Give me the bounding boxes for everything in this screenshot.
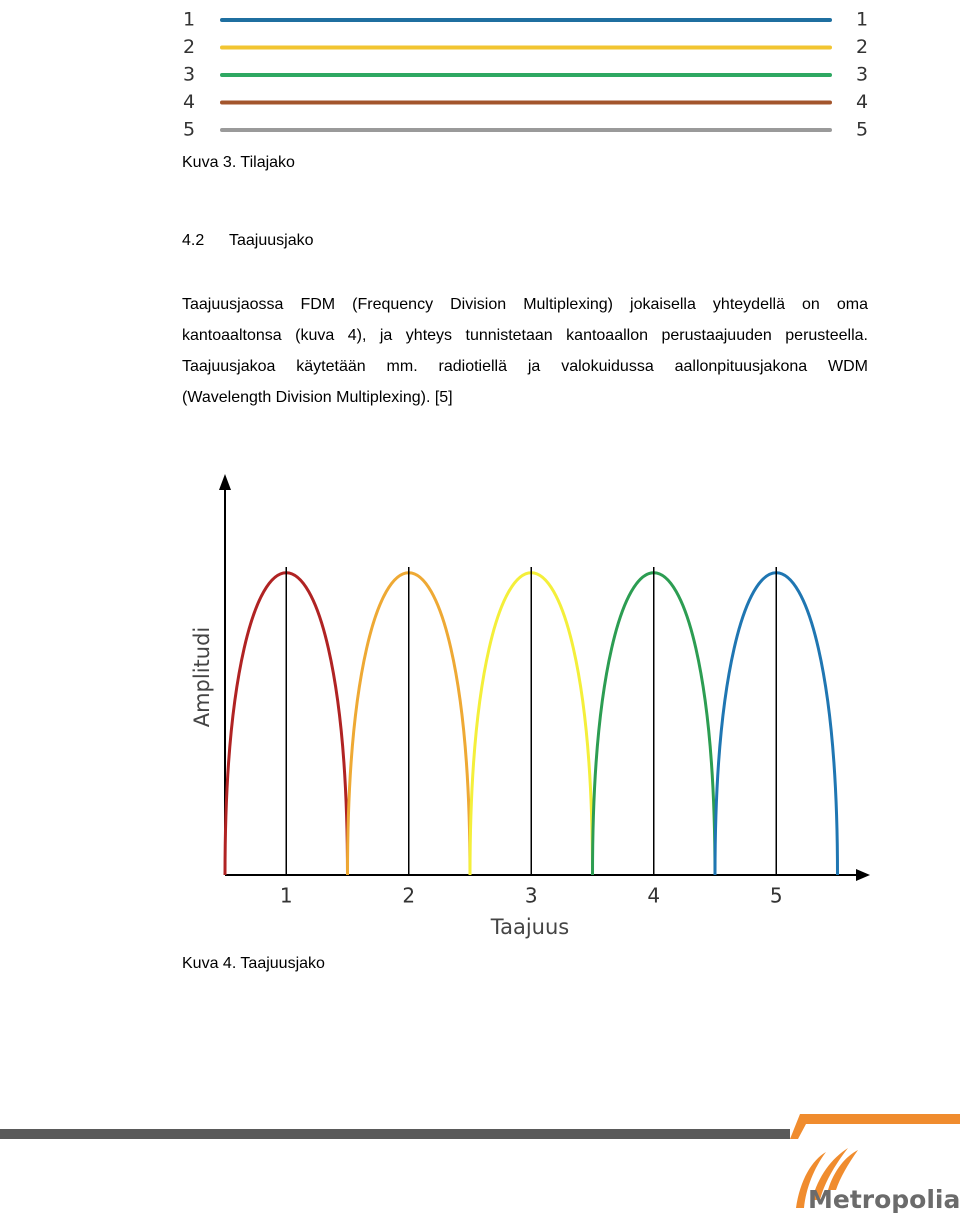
paragraph: Taajuusjaossa FDM (Frequency Division Mu… — [182, 289, 868, 413]
logo-swoosh — [796, 1152, 826, 1208]
logo: Metropolia — [808, 1185, 960, 1214]
caption: Kuva 3. Tilajako — [182, 154, 295, 171]
text-line: (Wavelength Division Multiplexing). [5] — [182, 389, 453, 406]
x-tick-label: 3 — [525, 884, 538, 908]
line-label: 5 — [856, 119, 868, 141]
caption: Kuva 4. Taajuusjako — [182, 955, 325, 972]
footer-bar — [0, 1129, 790, 1139]
x-tick-label: 2 — [402, 884, 415, 908]
x-axis-label: Taajuus — [490, 915, 569, 939]
line-label: 2 — [856, 36, 868, 58]
line-label: 1 — [856, 9, 868, 31]
text-line: Taajuusjakoa käytetään mm. radiotiellä j… — [182, 358, 868, 375]
line-label: 3 — [183, 64, 195, 86]
section-number: 4.2 — [182, 232, 205, 249]
line-label: 2 — [183, 36, 195, 58]
text-line: Taajuusjaossa FDM (Frequency Division Mu… — [182, 296, 868, 313]
section-title: Taajuusjako — [229, 232, 314, 249]
arrow — [856, 869, 870, 881]
logo-swoosh — [828, 1150, 858, 1190]
line-label: 4 — [856, 91, 868, 113]
line-label: 5 — [183, 119, 195, 141]
x-tick-label: 4 — [647, 884, 660, 908]
line-label: 3 — [856, 64, 868, 86]
x-tick-label: 1 — [280, 884, 293, 908]
line-label: 4 — [183, 91, 195, 113]
logo-swoosh — [812, 1148, 848, 1200]
text-line: kantoaaltonsa (kuva 4), ja yhteys tunnis… — [182, 327, 868, 344]
footer-accent — [790, 1114, 960, 1139]
arrow — [219, 474, 231, 490]
line-label: 1 — [183, 9, 195, 31]
x-tick-label: 5 — [770, 884, 783, 908]
y-axis-label: Amplitudi — [190, 627, 214, 728]
